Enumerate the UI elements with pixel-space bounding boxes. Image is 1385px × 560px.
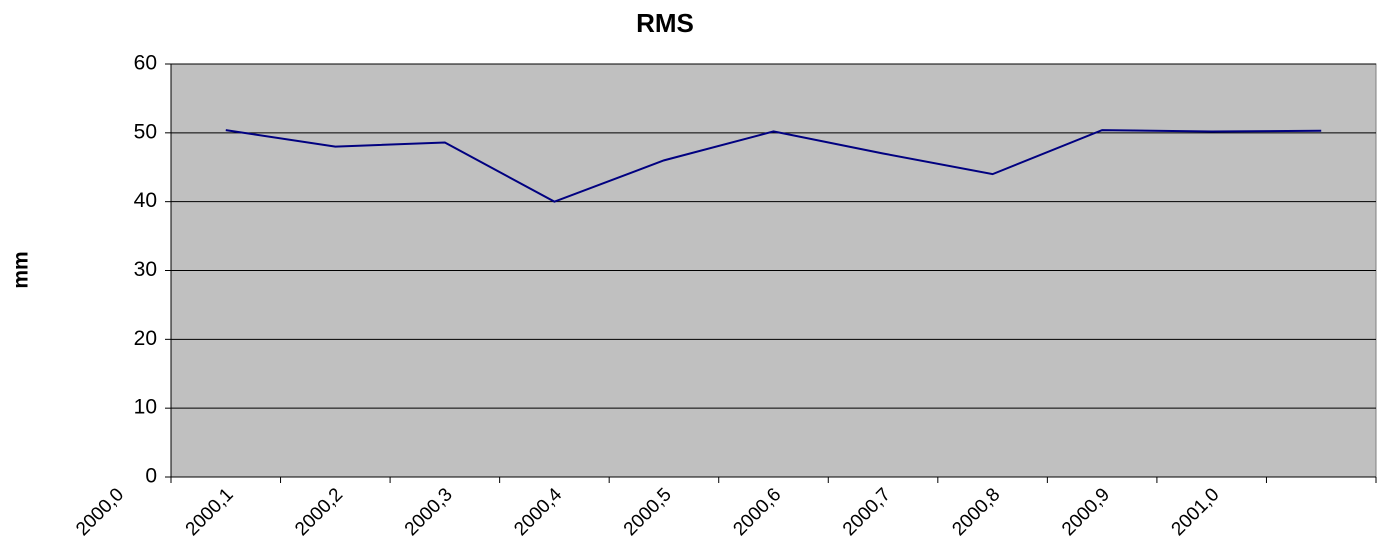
x-tick-label: 2000,0 — [72, 484, 128, 540]
x-tick-label: 2000,3 — [401, 484, 457, 540]
y-tick-label: 60 — [134, 52, 157, 75]
x-tick-label: 2000,9 — [1058, 484, 1114, 540]
x-tick-label: 2000,7 — [839, 484, 895, 540]
y-axis-label: mm — [10, 251, 33, 288]
y-tick-label: 40 — [134, 189, 157, 212]
y-tick-label: 10 — [134, 396, 157, 419]
y-tick-label: 0 — [145, 465, 157, 488]
x-tick-label: 2000,2 — [291, 484, 347, 540]
x-tick-label: 2000,1 — [182, 484, 238, 540]
data-line — [225, 129, 1322, 203]
x-tick-label: 2001,0 — [1168, 484, 1224, 540]
x-tick-label: 2000,5 — [620, 484, 676, 540]
x-tick-label: 2000,4 — [510, 484, 566, 540]
y-tick-label: 50 — [134, 120, 157, 143]
x-tick-label: 2000,8 — [948, 484, 1004, 540]
chart-title: RMS — [636, 8, 694, 38]
y-tick-label: 30 — [134, 258, 157, 281]
y-tick-label: 20 — [134, 327, 157, 350]
x-tick-label: 2000,6 — [729, 484, 785, 540]
